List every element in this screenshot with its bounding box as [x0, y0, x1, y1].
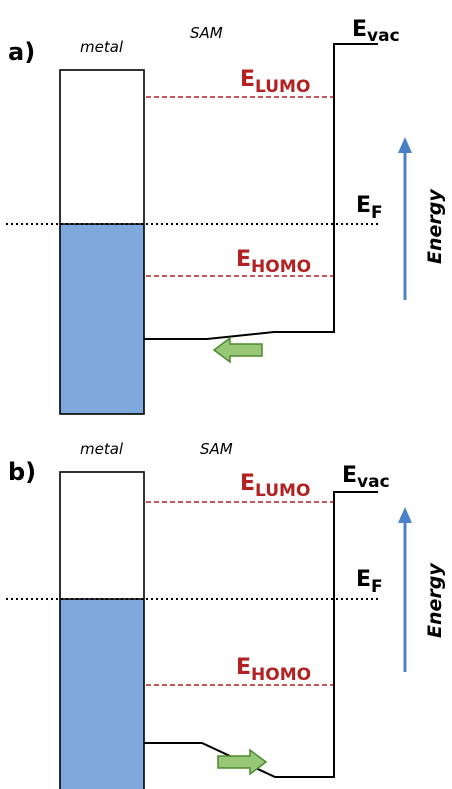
panel-b-metal-filled-states	[60, 599, 144, 789]
panel-a-vacuum-level-path	[144, 43, 378, 340]
panel-a: a) metal SAM Evac ELUMO EHOMO EF Energy	[6, 17, 446, 415]
panel-b-vacuum-level-path	[144, 491, 378, 778]
panel-b-evac-label: Evac	[342, 463, 390, 492]
panel-b-energy-label: Energy	[424, 562, 446, 638]
panel-b-metal-label: metal	[80, 440, 124, 458]
panel-b-energy-up-arrow-icon	[398, 507, 412, 523]
panel-a-evac-label: Evac	[352, 17, 400, 46]
panel-a-metal-box	[59, 69, 145, 415]
panel-b-label: b)	[8, 458, 36, 486]
panel-a-dipole-left-arrow-icon	[212, 336, 263, 364]
panel-b-elumo-label: ELUMO	[240, 471, 310, 501]
panel-b-ef-label: EF	[356, 567, 383, 597]
panel-a-sam-label: SAM	[190, 24, 223, 42]
panel-a-metal-label: metal	[80, 38, 124, 56]
panel-b-metal-box	[59, 471, 145, 789]
panel-b-sam-label: SAM	[200, 440, 233, 458]
panel-b-dipole-right-arrow-icon	[217, 748, 268, 776]
panel-a-label: a)	[8, 38, 35, 66]
panel-b-ehomo-label: EHOMO	[236, 655, 311, 685]
panel-a-elumo-label: ELUMO	[240, 67, 310, 97]
panel-a-energy-label: Energy	[424, 188, 446, 264]
panel-a-ehomo-label: EHOMO	[236, 247, 311, 277]
panel-a-ef-label: EF	[356, 193, 383, 223]
panel-a-energy-up-arrow-icon	[398, 137, 412, 153]
panel-b: b) metal SAM Evac ELUMO EHOMO EF Energy	[6, 440, 446, 789]
panel-a-metal-filled-states	[60, 224, 144, 414]
